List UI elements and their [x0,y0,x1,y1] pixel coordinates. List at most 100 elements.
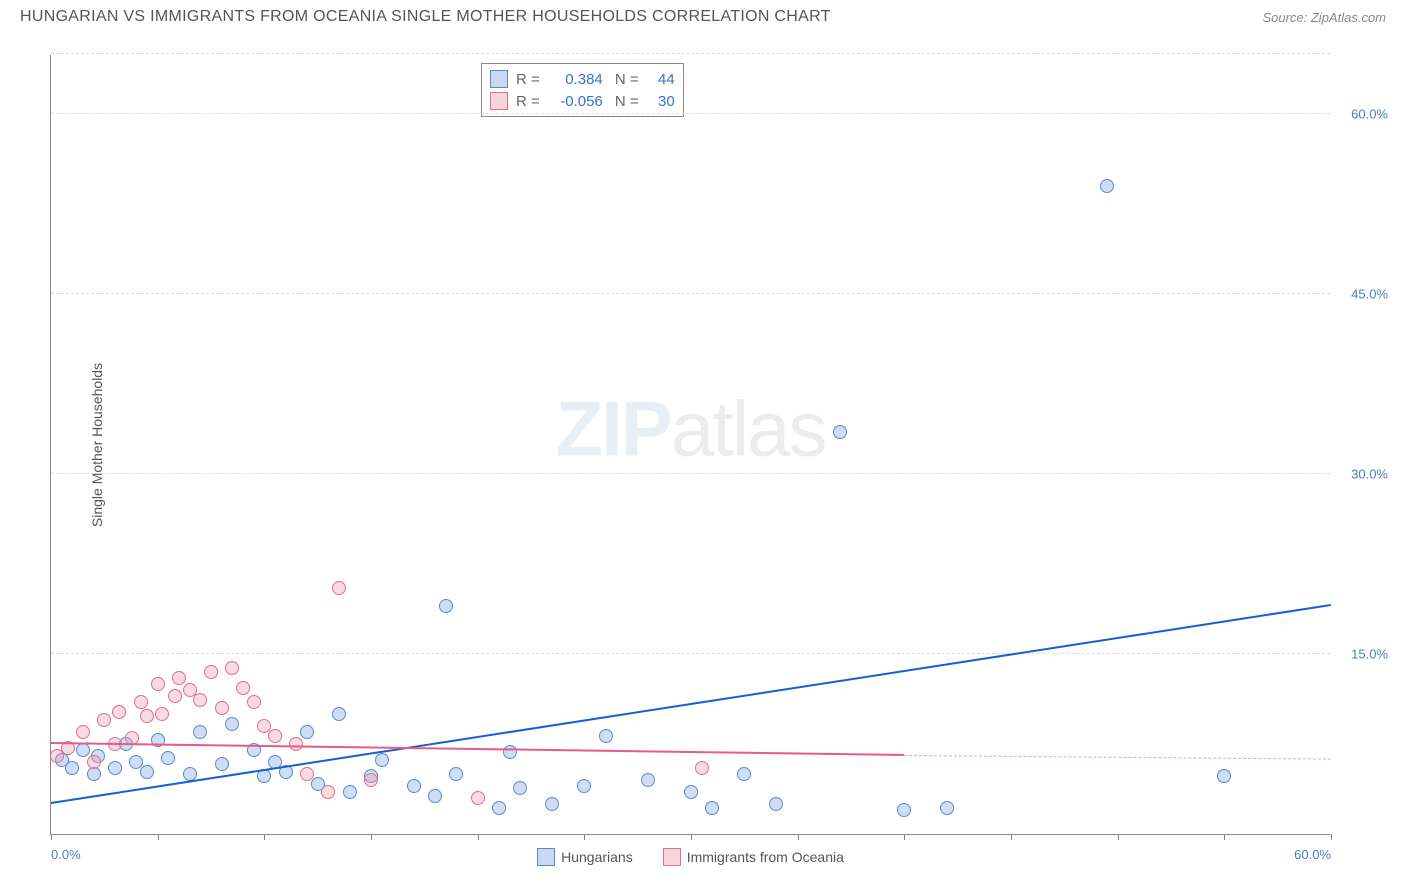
x-tick [584,834,585,840]
y-tick-label: 45.0% [1338,287,1388,302]
point-oceania [193,693,207,707]
x-tick [478,834,479,840]
point-oceania [247,695,261,709]
x-tick [904,834,905,840]
x-tick [691,834,692,840]
gridline [51,113,1330,114]
r-value-2: -0.056 [548,93,603,110]
legend-stats-box: R = 0.384 N = 44 R = -0.056 N = 30 [481,63,684,117]
point-hungarians [140,765,154,779]
x-tick-label: 0.0% [51,847,81,862]
point-hungarians [65,761,79,775]
chart-title: HUNGARIAN VS IMMIGRANTS FROM OCEANIA SIN… [20,8,831,26]
swatch-pink-icon [490,92,508,110]
point-hungarians [492,801,506,815]
point-oceania [151,677,165,691]
n-value-2: 30 [647,93,675,110]
point-oceania [168,689,182,703]
legend-label-1: Hungarians [561,849,633,865]
legend-item-oceania: Immigrants from Oceania [663,848,844,866]
bottom-legend: Hungarians Immigrants from Oceania [51,848,1330,866]
point-hungarians [897,803,911,817]
point-hungarians [332,707,346,721]
r-label: R = [516,71,540,88]
point-oceania [112,705,126,719]
point-hungarians [161,751,175,765]
r-value-1: 0.384 [548,71,603,88]
point-oceania [268,729,282,743]
point-oceania [289,737,303,751]
point-hungarians [343,785,357,799]
point-hungarians [76,743,90,757]
point-hungarians [225,717,239,731]
point-oceania [155,707,169,721]
point-hungarians [375,753,389,767]
x-tick [371,834,372,840]
plot-area: ZIPatlas R = 0.384 N = 44 R = -0.056 N =… [50,55,1330,835]
point-hungarians [108,761,122,775]
point-oceania [87,755,101,769]
point-hungarians [449,767,463,781]
legend-stats-row-2: R = -0.056 N = 30 [490,90,675,112]
y-tick-label: 60.0% [1338,107,1388,122]
chart-container: Single Mother Households ZIPatlas R = 0.… [50,55,1390,835]
point-oceania [332,581,346,595]
point-hungarians [599,729,613,743]
point-hungarians [439,599,453,613]
point-hungarians [545,797,559,811]
point-hungarians [215,757,229,771]
point-hungarians [737,767,751,781]
legend-label-2: Immigrants from Oceania [687,849,844,865]
gridline [51,653,1330,654]
x-tick [51,834,52,840]
x-tick-label: 60.0% [1294,847,1331,862]
point-hungarians [641,773,655,787]
gridline [51,473,1330,474]
point-hungarians [705,801,719,815]
point-hungarians [513,781,527,795]
point-oceania [695,761,709,775]
point-oceania [321,785,335,799]
n-value-1: 44 [647,71,675,88]
trendline-oceania [51,742,904,756]
point-hungarians [87,767,101,781]
watermark-bold: ZIP [555,384,670,472]
watermark-thin: atlas [671,384,826,472]
y-tick-label: 15.0% [1338,647,1388,662]
x-tick [798,834,799,840]
trendline-oceania-extrapolated [904,755,1331,760]
point-oceania [134,695,148,709]
point-hungarians [1217,769,1231,783]
point-oceania [364,773,378,787]
point-hungarians [407,779,421,793]
point-oceania [300,767,314,781]
legend-stats-row-1: R = 0.384 N = 44 [490,68,675,90]
point-oceania [140,709,154,723]
gridline [51,293,1330,294]
x-tick [158,834,159,840]
n-label: N = [611,71,639,88]
point-oceania [76,725,90,739]
r-label-2: R = [516,93,540,110]
point-oceania [471,791,485,805]
gridline [51,53,1330,54]
y-tick-label: 30.0% [1338,467,1388,482]
x-tick [264,834,265,840]
point-hungarians [684,785,698,799]
point-hungarians [577,779,591,793]
x-tick [1331,834,1332,840]
watermark: ZIPatlas [555,383,825,474]
chart-header: HUNGARIAN VS IMMIGRANTS FROM OCEANIA SIN… [0,0,1406,34]
swatch-pink-icon [663,848,681,866]
legend-item-hungarians: Hungarians [537,848,633,866]
point-oceania [225,661,239,675]
n-label-2: N = [611,93,639,110]
point-hungarians [193,725,207,739]
point-oceania [172,671,186,685]
swatch-blue-icon [537,848,555,866]
point-hungarians [1100,179,1114,193]
point-hungarians [769,797,783,811]
point-hungarians [940,801,954,815]
point-oceania [97,713,111,727]
point-hungarians [300,725,314,739]
